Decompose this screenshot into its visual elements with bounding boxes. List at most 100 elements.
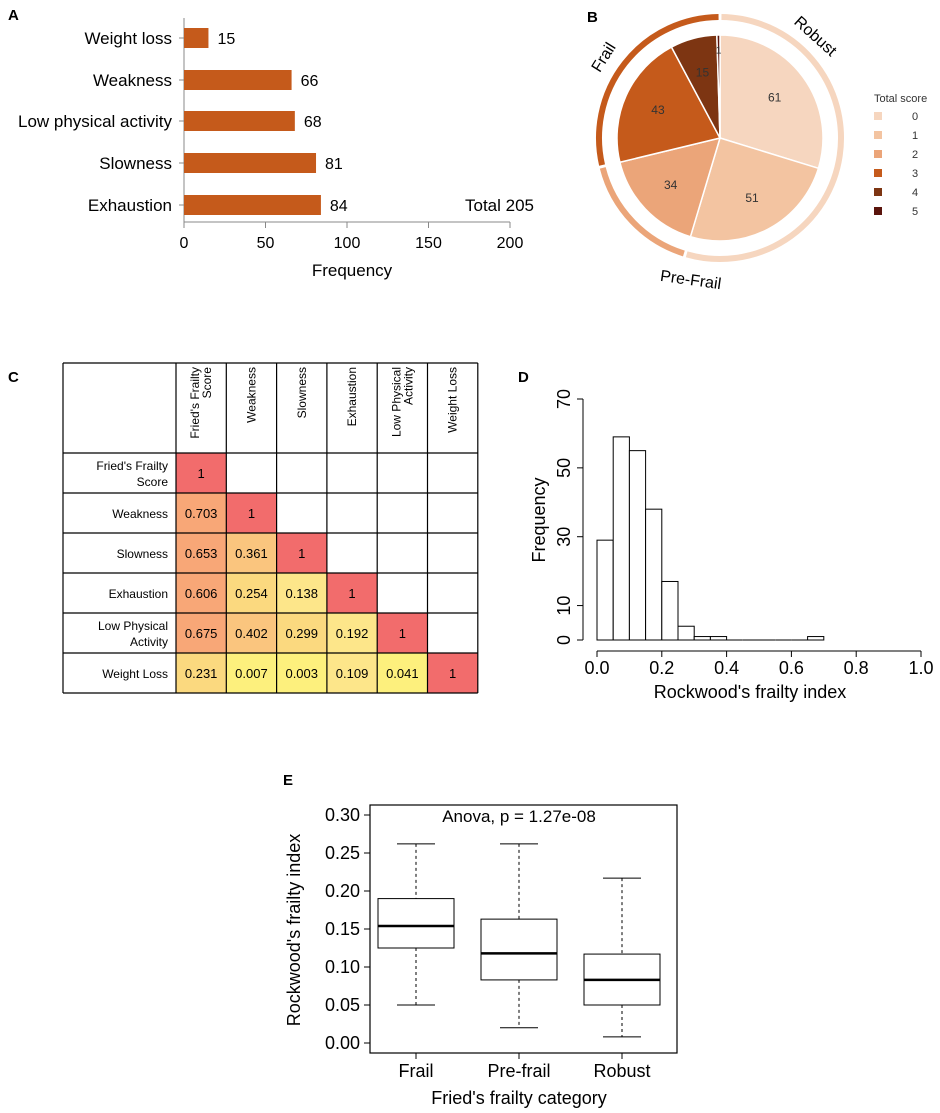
- legend-label: 2: [912, 149, 918, 161]
- cell-value: 0.703: [185, 506, 218, 521]
- pie-slice: [618, 136, 722, 238]
- row-header: Score: [137, 475, 169, 489]
- column-header: Score: [200, 367, 214, 399]
- category-label: Robust: [593, 1061, 650, 1081]
- category-label: Weakness: [93, 71, 172, 90]
- x-tick-label: 0.6: [779, 658, 804, 678]
- group-ring-arc: [685, 14, 844, 262]
- row-header: Weight Loss: [102, 667, 168, 681]
- total-annotation: Total 205: [465, 196, 534, 215]
- heatmap-cell: [176, 453, 227, 493]
- group-ring-arc: [596, 14, 719, 166]
- cell-value: 1: [449, 666, 456, 681]
- cell-value: 1: [298, 546, 305, 561]
- x-tick-label: 200: [497, 235, 524, 252]
- box: [480, 918, 558, 981]
- heatmap-cell: [276, 573, 327, 613]
- bar: [184, 153, 317, 173]
- legend-swatch: [874, 150, 882, 158]
- category-label: Weight loss: [84, 29, 172, 48]
- bar-value-label: 81: [325, 156, 343, 173]
- cell-value: 1: [348, 586, 355, 601]
- panel-label-d: D: [518, 369, 529, 386]
- category-label: Exhaustion: [88, 196, 172, 215]
- heatmap-cell: [276, 533, 327, 573]
- legend-label: 4: [912, 187, 918, 199]
- legend-swatch: [874, 188, 882, 196]
- group-label: Frail: [589, 40, 620, 75]
- legend-swatch: [874, 169, 882, 177]
- cell-value: 0.675: [185, 626, 218, 641]
- legend-title: Total score: [874, 93, 927, 105]
- heatmap-cell: [226, 493, 277, 533]
- heatmap-cell: [176, 493, 227, 533]
- category-label: Low physical activity: [18, 112, 173, 131]
- panel-label-c: C: [8, 369, 19, 386]
- x-tick-label: 1.0: [908, 658, 933, 678]
- x-tick-label: 50: [257, 235, 275, 252]
- cell-value: 0.653: [185, 546, 218, 561]
- y-axis-title: Rockwood's frailty index: [284, 834, 304, 1027]
- heatmap-cell: [326, 653, 378, 693]
- heatmap-cell: [176, 573, 227, 613]
- cell-value: 0.254: [235, 586, 268, 601]
- histogram-bar: [645, 508, 663, 641]
- cell-value: 0.361: [235, 546, 268, 561]
- heatmap-cell: [377, 613, 428, 653]
- histogram-panel-d: 0.0 0.2 0.4 0.6 0.8 1.0 0 10 30 50 70 Rockwood's fr…: [529, 389, 934, 702]
- legend-label: 1: [912, 130, 918, 142]
- y-tick-label: 0.25: [325, 843, 360, 863]
- heatmap-cell: [176, 613, 227, 653]
- column-header: Weakness: [244, 367, 258, 423]
- cell-value: 1: [248, 506, 255, 521]
- heatmap-cell: [176, 533, 227, 573]
- histogram-bar: [677, 625, 695, 641]
- bar: [184, 70, 292, 90]
- heatmap-cell: [276, 653, 327, 693]
- pie-slice: [716, 34, 721, 139]
- histogram-bar: [807, 636, 825, 641]
- y-tick-label: 50: [554, 458, 574, 478]
- panel-label-a: A: [8, 7, 19, 24]
- pie-slice: [689, 137, 820, 242]
- bar: [184, 195, 321, 215]
- heatmap-cell: [226, 613, 277, 653]
- slice-value-label: 51: [745, 191, 759, 205]
- category-label: Slowness: [99, 154, 172, 173]
- plot-title: Anova, p = 1.27e-08: [442, 807, 596, 826]
- column-header: Activity: [401, 367, 415, 405]
- x-axis-title: Fried's frailty category: [431, 1088, 607, 1108]
- y-tick-label: 0.00: [325, 1033, 360, 1053]
- bar: [184, 111, 295, 131]
- row-header: Weakness: [112, 507, 168, 521]
- group-ring-arc: [599, 167, 685, 257]
- cell-value: 0.109: [336, 666, 369, 681]
- y-tick-label: 10: [554, 596, 574, 616]
- y-tick-label: 0: [554, 635, 574, 645]
- column-header: Slowness: [295, 367, 309, 418]
- bar-value-label: 66: [301, 73, 319, 90]
- histogram-bar: [693, 636, 711, 641]
- y-tick-label: 0.15: [325, 919, 360, 939]
- heatmap-cell: [226, 653, 277, 693]
- cell-value: 1: [198, 466, 205, 481]
- row-header: Fried's Frailty: [96, 459, 168, 473]
- cell-value: 0.402: [235, 626, 268, 641]
- pie-slice: [719, 34, 824, 170]
- bar-value-label: 15: [217, 31, 235, 48]
- cell-value: 0.138: [285, 586, 318, 601]
- histogram-bar: [661, 580, 679, 641]
- boxplot-panel-e: Anova, p = 1.27e-08 0.00 0.05 0.10 0.15 0.20 0…: [284, 804, 678, 1108]
- bar: [184, 28, 209, 48]
- x-tick-label: 0.2: [649, 658, 674, 678]
- x-axis-title: Frequency: [312, 261, 393, 280]
- legend-label: 5: [912, 206, 918, 218]
- column-header: Weight Loss: [446, 367, 460, 433]
- histogram-bar: [596, 539, 614, 641]
- category-label: Pre-frail: [487, 1061, 550, 1081]
- bar-value-label: 68: [304, 114, 322, 131]
- cell-value: 0.007: [235, 666, 268, 681]
- heatmap-cell: [176, 653, 227, 693]
- legend-swatch: [874, 112, 882, 120]
- heatmap-cell: [326, 573, 378, 613]
